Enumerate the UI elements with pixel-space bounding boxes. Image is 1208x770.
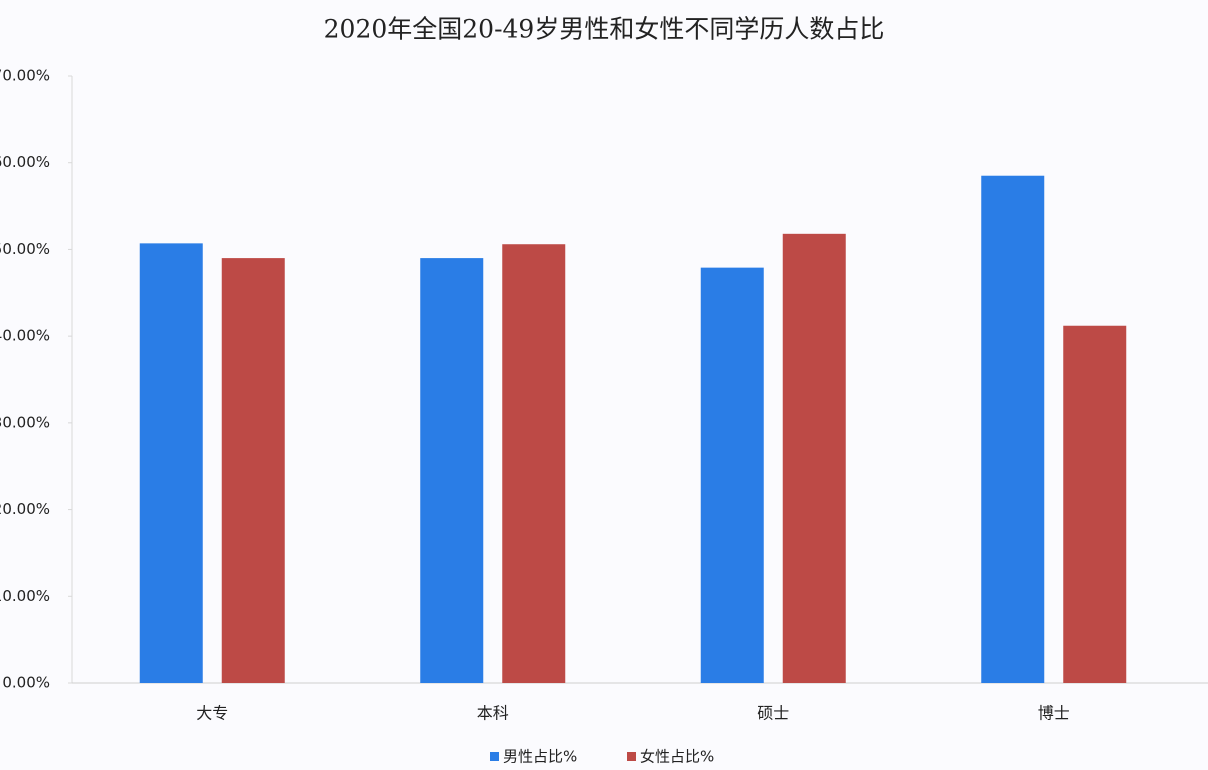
bar	[981, 175, 1045, 683]
bar	[502, 244, 566, 683]
bar	[221, 258, 285, 683]
x-tick-label: 博士	[1038, 704, 1070, 723]
x-tick-label: 大专	[196, 704, 228, 723]
chart-title: 2020年全国20-49岁男性和女性不同学历人数占比	[324, 15, 885, 44]
bar	[420, 258, 484, 683]
x-tick-label: 硕士	[757, 704, 789, 723]
y-tick-label: 60.00%	[0, 153, 50, 171]
bar	[782, 233, 846, 683]
bar	[139, 243, 203, 683]
y-tick-label: 70.00%	[0, 67, 50, 85]
legend-label: 女性占比%	[640, 748, 714, 766]
legend-label: 男性占比%	[503, 748, 577, 766]
y-tick-label: 40.00%	[0, 327, 50, 345]
x-tick-label: 本科	[477, 704, 509, 723]
y-tick-label: 10.00%	[0, 587, 50, 605]
y-tick-label: 30.00%	[0, 413, 50, 431]
legend-swatch	[627, 752, 636, 761]
y-tick-label: 0.00%	[2, 674, 50, 692]
bar	[1063, 325, 1127, 683]
bar	[700, 267, 764, 683]
y-tick-label: 50.00%	[0, 240, 50, 258]
y-tick-label: 20.00%	[0, 500, 50, 518]
legend-swatch	[490, 752, 499, 761]
